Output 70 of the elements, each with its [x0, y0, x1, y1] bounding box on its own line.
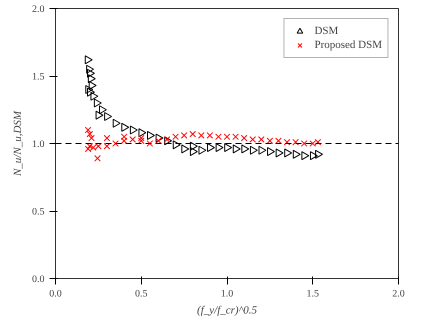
point: [104, 134, 110, 142]
point: [130, 126, 138, 134]
point: [180, 132, 188, 139]
point: [138, 128, 146, 138]
point: [189, 130, 196, 138]
point: [88, 80, 97, 90]
point: [310, 151, 318, 160]
point: [138, 137, 145, 144]
legend-label: DSM: [314, 24, 338, 38]
x-tick-label: 0.0: [49, 288, 62, 300]
point: [155, 137, 162, 144]
point: [121, 122, 130, 132]
point: [94, 98, 102, 108]
point: [94, 155, 101, 162]
x-tick-label: 1.0: [220, 288, 234, 300]
point: [172, 140, 181, 150]
point: [86, 64, 94, 74]
point: [284, 148, 292, 158]
y-axis-title: N_u/N_u,DSM: [12, 110, 24, 178]
point: [198, 146, 206, 155]
point: [86, 130, 94, 138]
point: [190, 142, 198, 151]
point: [207, 143, 215, 152]
point: [84, 126, 92, 134]
point: [181, 144, 190, 154]
point: [90, 92, 98, 101]
x-axis-title: (f_y/f_cr)^0.5: [197, 304, 258, 316]
point: [96, 110, 104, 120]
point: [112, 140, 119, 147]
x-tick-label: 2.0: [392, 288, 405, 300]
y-tick-label: 0.5: [32, 206, 44, 218]
point: [224, 143, 232, 152]
point: [112, 118, 121, 128]
point: [267, 147, 275, 156]
point: [241, 144, 250, 154]
legend-label: Proposed DSM: [314, 38, 382, 52]
point: [292, 150, 301, 159]
point: [88, 74, 96, 84]
point: [232, 144, 241, 154]
point: [120, 133, 128, 140]
point: [190, 147, 198, 156]
point: [164, 136, 170, 143]
point: [240, 134, 248, 142]
point: [120, 137, 128, 144]
point: [84, 55, 93, 64]
point: [315, 150, 324, 159]
point: [172, 133, 179, 140]
point: [88, 134, 95, 142]
point: [250, 146, 258, 155]
y-tick-label: 2.0: [32, 4, 44, 15]
point: [86, 68, 95, 78]
point: [301, 151, 310, 160]
point: [146, 140, 154, 147]
point: [104, 112, 112, 121]
point: [258, 146, 266, 155]
point: [147, 130, 155, 140]
point: [216, 143, 224, 152]
x-tick-label: 0.5: [135, 288, 148, 300]
x-tick-label: 1.5: [306, 288, 319, 300]
y-tick-label: 1.5: [32, 72, 44, 82]
y-tick-label: 1.0: [32, 139, 44, 150]
point: [156, 134, 164, 143]
point: [98, 105, 107, 114]
point: [86, 88, 95, 97]
y-tick-label: 0.0: [32, 274, 44, 285]
point: [85, 85, 94, 94]
point: [138, 134, 145, 142]
point: [276, 148, 284, 158]
point: [164, 136, 172, 146]
point: [129, 136, 136, 143]
